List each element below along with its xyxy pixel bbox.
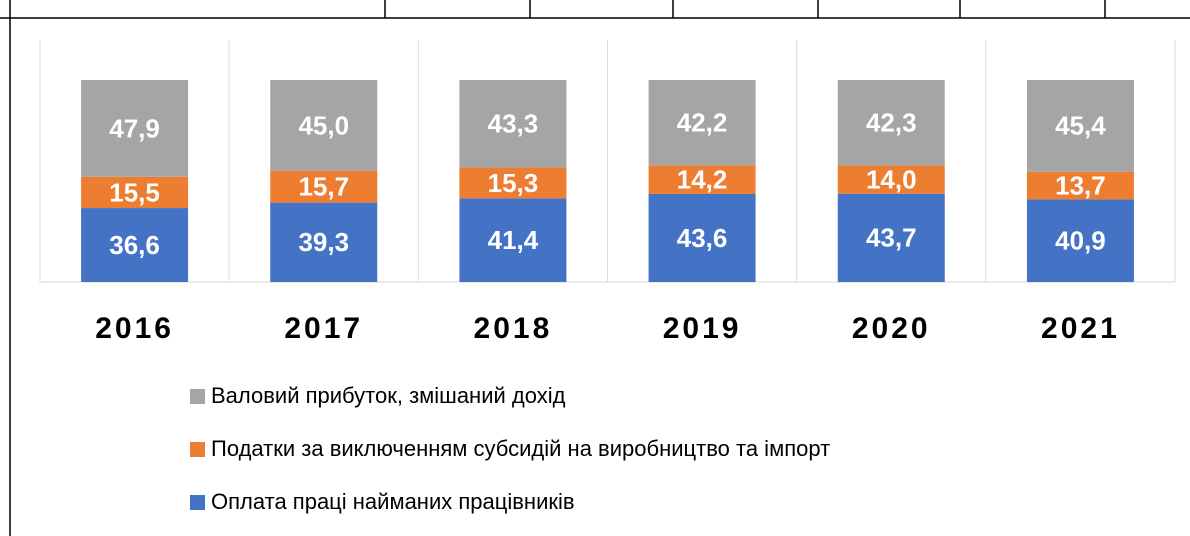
- bar-segment: [81, 208, 189, 282]
- bar-segment: [837, 193, 945, 282]
- bar-segment: [837, 165, 945, 194]
- bar-segment: [837, 80, 945, 166]
- bar-segment: [1026, 199, 1134, 282]
- data-label: 43,6: [677, 223, 728, 253]
- legend-label: Оплата праці найманих працівників: [211, 489, 575, 514]
- data-label: 42,3: [866, 108, 917, 138]
- bar-segment: [81, 176, 189, 209]
- bar-segment: [270, 202, 378, 282]
- x-tick-label: 2019: [663, 312, 742, 345]
- data-label: 15,5: [109, 177, 160, 207]
- data-label: 43,7: [866, 223, 917, 253]
- bar-segment: [648, 193, 756, 282]
- legend-label: Валовий прибуток, змішаний дохід: [211, 383, 566, 408]
- bar-segment: [1026, 80, 1134, 172]
- x-tick-label: 2016: [95, 312, 174, 345]
- data-label: 41,4: [488, 225, 539, 255]
- bar-segment: [459, 167, 567, 199]
- x-tick-label: 2017: [284, 312, 363, 345]
- data-label: 39,3: [298, 227, 349, 257]
- x-tick-label: 2020: [852, 312, 931, 345]
- bar-segment: [270, 80, 378, 171]
- bar-segment: [270, 170, 378, 203]
- legend-swatch: [190, 389, 205, 404]
- data-label: 15,3: [488, 168, 539, 198]
- data-label: 45,0: [298, 110, 349, 140]
- legend-swatch: [190, 495, 205, 510]
- bar-segment: [648, 165, 756, 194]
- bar-segment: [81, 80, 189, 177]
- x-tick-label: 2018: [474, 312, 553, 345]
- data-label: 45,4: [1055, 111, 1106, 141]
- data-label: 43,3: [488, 109, 539, 139]
- bar-segment: [648, 80, 756, 166]
- legend-label: Податки за виключенням субсидій на вироб…: [211, 436, 830, 461]
- data-label: 40,9: [1055, 226, 1106, 256]
- x-tick-label: 2021: [1041, 312, 1120, 345]
- data-label: 42,2: [677, 107, 728, 137]
- bar-segment: [1026, 171, 1134, 200]
- bar-segment: [459, 80, 567, 168]
- bar-segment: [459, 198, 567, 282]
- data-label: 14,0: [866, 164, 917, 194]
- data-label: 13,7: [1055, 170, 1106, 200]
- legend-swatch: [190, 442, 205, 457]
- data-label: 47,9: [109, 113, 160, 143]
- data-label: 14,2: [677, 164, 728, 194]
- data-label: 36,6: [109, 230, 160, 260]
- data-label: 15,7: [298, 172, 349, 202]
